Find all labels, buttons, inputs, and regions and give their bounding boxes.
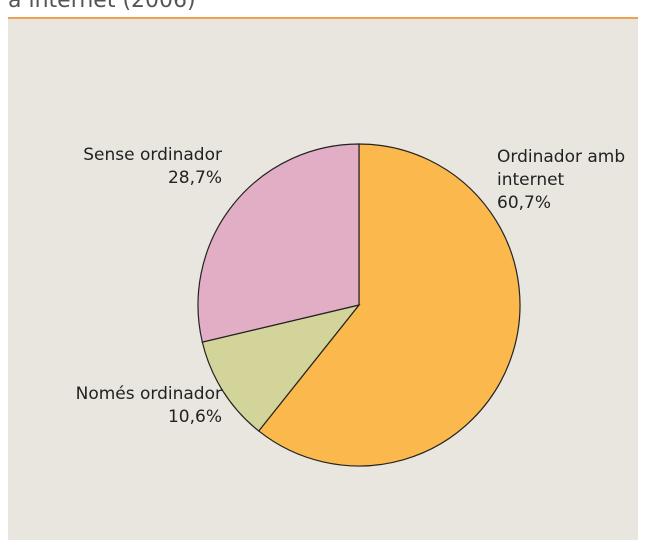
category-label: Només ordinador — [75, 384, 222, 404]
value-label: 60,7% — [497, 193, 552, 213]
category-label: Sense ordinador — [83, 145, 222, 165]
value-label: 28,7% — [167, 168, 222, 188]
slice-label: Sense ordinador 28,7% — [20, 144, 222, 190]
pie-slice — [197, 143, 360, 343]
chart-title: a internet (2006) — [8, 0, 196, 13]
pie-slice — [201, 304, 361, 432]
slice-label: Ordinador amb internet 60,7% — [497, 146, 637, 215]
value-label: 10,6% — [167, 407, 222, 427]
category-label: Ordinador amb internet — [497, 147, 626, 190]
title-rule — [8, 17, 638, 19]
slice-label: Només ordinador 10,6% — [20, 383, 222, 429]
pie-slice — [257, 143, 521, 467]
